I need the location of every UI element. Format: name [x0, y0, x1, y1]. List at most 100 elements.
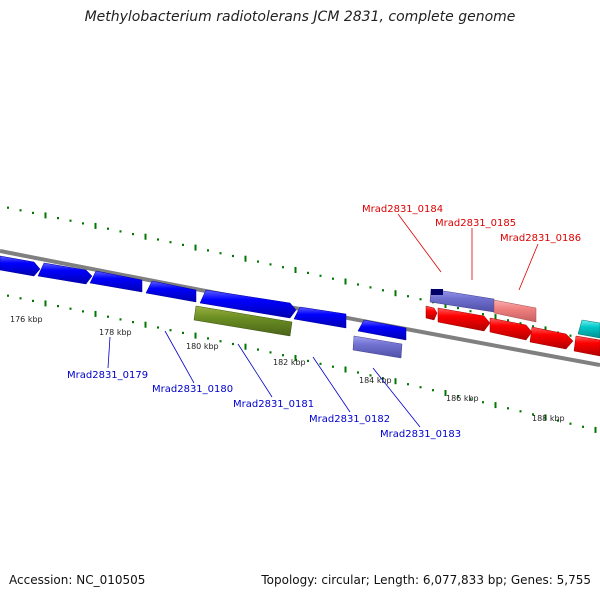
upper-major-tick: [144, 233, 147, 240]
lower-minor-tick: [332, 365, 334, 368]
leader-line-0180: [164, 330, 195, 384]
gene-pink-0185[interactable]: [493, 299, 537, 323]
lower-minor-tick: [369, 374, 372, 377]
upper-minor-tick: [457, 307, 459, 310]
gene-arrow[interactable]: [357, 319, 407, 341]
gene-red[interactable]: [529, 326, 574, 350]
lower-minor-tick: [319, 362, 322, 365]
lower-minor-tick: [7, 294, 9, 297]
map-title: Methylobacterium radiotolerans JCM 2831,…: [84, 9, 516, 25]
lower-major-tick: [94, 310, 97, 317]
scale-label-188: 188 kbp: [532, 414, 565, 423]
gene-cyan[interactable]: [577, 319, 600, 339]
upper-major-tick: [444, 302, 447, 308]
upper-major-tick: [44, 212, 47, 219]
lower-minor-tick: [269, 351, 272, 354]
gene-arrow[interactable]: [89, 270, 143, 293]
lower-major-tick: [394, 378, 397, 385]
leader-line-0186: [518, 243, 539, 291]
upper-minor-tick: [419, 298, 422, 301]
lower-tick-row: [7, 294, 597, 433]
gene-label-0183[interactable]: Mrad2831_0183: [380, 429, 461, 440]
gene-red[interactable]: [425, 305, 438, 321]
upper-minor-tick: [7, 206, 9, 209]
lower-minor-tick: [182, 331, 184, 334]
lower-minor-tick: [469, 398, 472, 401]
gene-red[interactable]: [437, 307, 491, 332]
lower-minor-tick: [32, 299, 34, 302]
upper-minor-tick: [169, 241, 172, 244]
lower-minor-tick: [457, 395, 459, 398]
lower-minor-tick: [169, 329, 172, 332]
leader-line-0181: [237, 343, 273, 398]
lower-minor-tick: [569, 422, 572, 425]
upper-minor-tick: [207, 249, 209, 252]
lower-minor-tick: [307, 359, 309, 362]
lower-minor-tick: [357, 371, 359, 374]
upper-minor-tick: [132, 233, 134, 236]
lower-minor-tick: [382, 377, 384, 380]
gene-label-0186[interactable]: Mrad2831_0186: [500, 233, 581, 244]
lower-minor-tick: [557, 419, 559, 422]
gene-olive[interactable]: [193, 305, 293, 337]
lower-minor-tick: [82, 310, 84, 313]
upper-minor-tick: [282, 266, 284, 269]
gene-arrow[interactable]: [199, 289, 297, 319]
upper-major-tick: [344, 278, 347, 285]
gene-label-0185[interactable]: Mrad2831_0185: [435, 218, 516, 229]
gene-lavender-0183[interactable]: [352, 335, 403, 359]
upper-minor-tick: [219, 252, 222, 255]
upper-major-tick: [194, 244, 197, 251]
gene-label-0179[interactable]: Mrad2831_0179: [67, 370, 148, 381]
lower-minor-tick: [407, 383, 409, 386]
gene-arrow[interactable]: [293, 306, 347, 329]
leader-line-0183: [372, 367, 421, 428]
lower-minor-tick: [419, 386, 422, 389]
lower-minor-tick: [582, 425, 584, 428]
gene-arrow[interactable]: [145, 280, 197, 303]
upper-minor-tick: [382, 289, 384, 292]
lower-major-tick: [194, 332, 197, 339]
upper-minor-tick: [532, 325, 534, 328]
lower-minor-tick: [482, 401, 484, 404]
gene-label-0182[interactable]: Mrad2831_0182: [309, 414, 390, 425]
gene-red[interactable]: [573, 335, 600, 357]
lower-minor-tick: [232, 342, 234, 346]
upper-minor-tick: [119, 230, 122, 233]
lower-major-tick: [594, 426, 597, 433]
upper-major-tick: [394, 290, 397, 297]
upper-minor-tick: [32, 211, 34, 214]
upper-minor-tick: [19, 209, 22, 212]
scale-label-184: 184 kbp: [359, 376, 392, 385]
gene-arrow[interactable]: [37, 262, 93, 285]
lower-major-tick: [294, 355, 297, 361]
upper-minor-tick: [569, 334, 572, 337]
scale-label-182: 182 kbp: [273, 358, 306, 367]
lower-major-tick: [144, 321, 147, 328]
accession-text: Accession: NC_010505: [9, 573, 146, 587]
gene-label-0180[interactable]: Mrad2831_0180: [152, 384, 233, 395]
upper-minor-tick: [107, 227, 109, 230]
scale-label-186: 186 kbp: [446, 394, 479, 403]
upper-minor-tick: [319, 274, 322, 277]
lower-minor-tick: [132, 321, 134, 324]
lower-minor-tick: [119, 318, 122, 321]
lower-major-tick: [544, 414, 547, 421]
lower-minor-tick: [257, 348, 259, 351]
leader-line-0179: [107, 336, 111, 369]
lower-minor-tick: [207, 337, 209, 340]
upper-minor-tick: [232, 254, 234, 258]
upper-major-tick: [244, 255, 247, 262]
lower-major-tick: [494, 402, 497, 409]
lower-major-tick: [444, 390, 447, 396]
gene-label-0184[interactable]: Mrad2831_0184: [362, 204, 443, 215]
lower-minor-tick: [219, 340, 222, 343]
scale-label-178: 178 kbp: [99, 328, 132, 337]
upper-minor-tick: [269, 263, 272, 266]
gene-arrow[interactable]: [0, 255, 41, 277]
gene-red[interactable]: [489, 317, 533, 341]
gene-label-0181[interactable]: Mrad2831_0181: [233, 399, 314, 410]
lower-minor-tick: [107, 315, 109, 318]
lower-major-tick: [244, 343, 247, 350]
upper-major-tick: [494, 314, 497, 321]
